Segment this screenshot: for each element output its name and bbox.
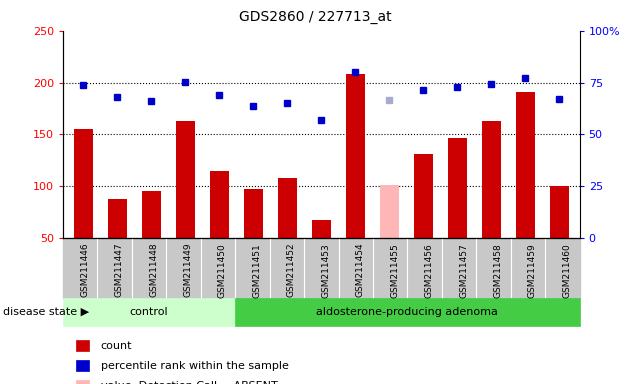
Bar (108, 199, 127, 238)
Text: GSM211455: GSM211455 (390, 243, 399, 298)
Text: count: count (101, 341, 132, 351)
Text: GSM211453: GSM211453 (321, 243, 330, 298)
Bar (346, 74, 365, 238)
Text: GSM211450: GSM211450 (218, 243, 227, 298)
Bar (448, 137, 467, 238)
Bar (482, 121, 501, 238)
Bar (278, 178, 297, 238)
Bar (312, 220, 331, 238)
Bar (380, 185, 399, 238)
Text: GSM211460: GSM211460 (563, 243, 571, 298)
Text: GSM211456: GSM211456 (425, 243, 433, 298)
Text: GSM211447: GSM211447 (115, 243, 123, 298)
Text: control: control (130, 307, 168, 317)
Bar (210, 170, 229, 238)
Text: GSM211451: GSM211451 (253, 243, 261, 298)
Text: GSM211449: GSM211449 (183, 243, 193, 298)
Text: aldosterone-producing adenoma: aldosterone-producing adenoma (316, 307, 498, 317)
Bar (550, 186, 568, 238)
Text: value, Detection Call = ABSENT: value, Detection Call = ABSENT (101, 381, 278, 384)
Text: percentile rank within the sample: percentile rank within the sample (101, 361, 289, 371)
Text: GSM211459: GSM211459 (528, 243, 537, 298)
Text: GSM211446: GSM211446 (80, 243, 89, 298)
Bar (414, 154, 433, 238)
Text: GSM211454: GSM211454 (356, 243, 365, 298)
Text: GSM211457: GSM211457 (459, 243, 468, 298)
Text: GSM211448: GSM211448 (149, 243, 158, 298)
Text: GSM211458: GSM211458 (493, 243, 503, 298)
Bar (244, 189, 263, 238)
Text: GSM211452: GSM211452 (287, 243, 296, 298)
Bar (74, 129, 93, 238)
Text: GDS2860 / 227713_at: GDS2860 / 227713_at (239, 10, 391, 23)
Text: disease state ▶: disease state ▶ (3, 307, 89, 317)
Bar (516, 92, 535, 238)
Bar (142, 191, 161, 238)
Bar (176, 121, 195, 238)
